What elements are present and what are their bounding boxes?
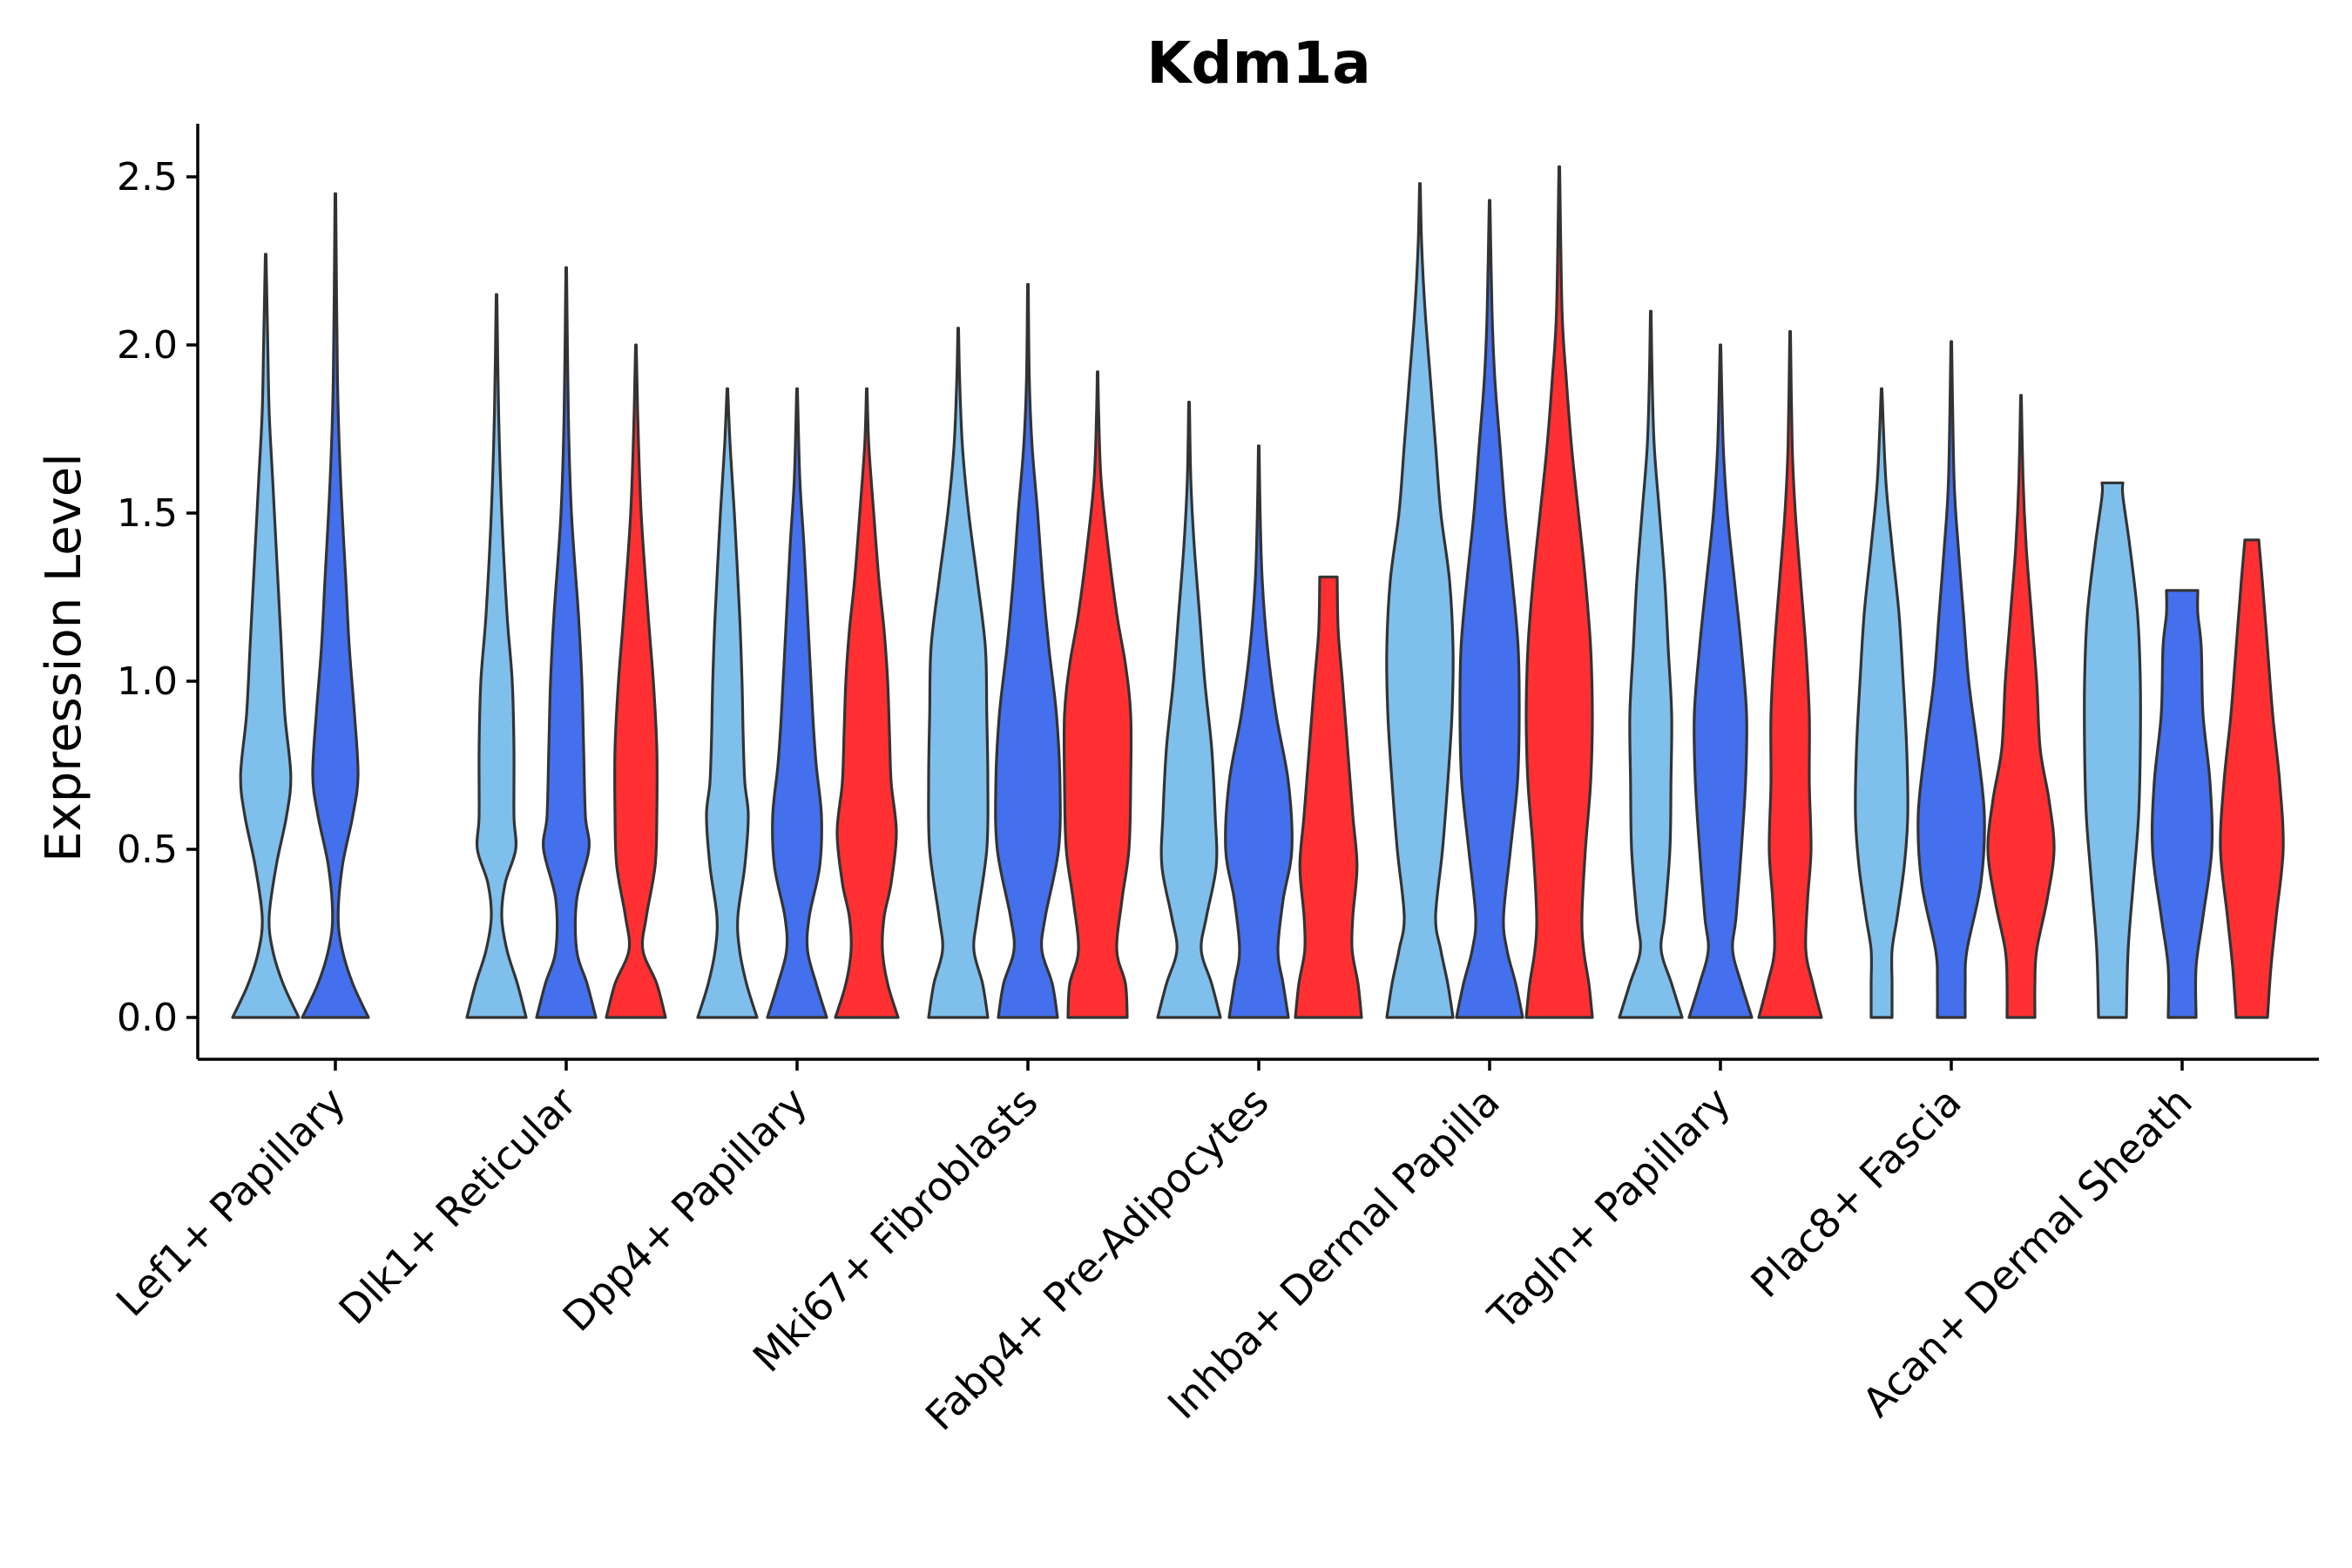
violin-b <box>2150 589 2214 1019</box>
violin-c <box>1294 575 1363 1019</box>
violin-a <box>1156 401 1222 1019</box>
violin-b <box>1916 340 1986 1019</box>
violin-b <box>1687 343 1754 1019</box>
violin-c <box>2219 538 2285 1019</box>
y-tick-label: 1.0 <box>117 659 178 704</box>
violin-c <box>1986 394 2056 1019</box>
y-tick-label: 2.5 <box>117 155 178 199</box>
violin-a <box>465 293 528 1019</box>
violin-b <box>1455 199 1524 1019</box>
y-tick-label: 0.5 <box>117 828 178 872</box>
violin-a <box>231 253 301 1019</box>
violin-c <box>1062 370 1133 1019</box>
violin-a <box>927 327 990 1019</box>
x-tick-label: Dlk1+ Reticular <box>330 1078 585 1334</box>
violin-a <box>1385 182 1455 1019</box>
violin-a <box>1854 387 1909 1019</box>
y-tick-label: 0.0 <box>117 996 178 1040</box>
y-axis-label: Expression Level <box>36 453 92 862</box>
y-tick-label: 1.5 <box>117 491 178 536</box>
x-tick-label: Tagln+ Papillary <box>1478 1078 1740 1340</box>
x-tick-label: Dpp4+ Papillary <box>554 1078 816 1341</box>
violin-a <box>1618 309 1684 1019</box>
violin-c <box>605 343 667 1019</box>
violin-b <box>1224 444 1294 1019</box>
violin-a <box>2083 481 2142 1019</box>
y-tick-label: 2.0 <box>117 323 178 368</box>
x-tick-label: Lef1+ Papillary <box>107 1078 355 1326</box>
violin-a <box>696 387 759 1019</box>
y-ticks: 0.0 0.5 1.0 1.5 2.0 2.5 <box>117 155 198 1040</box>
violin-b <box>766 387 828 1019</box>
violin-c <box>1757 330 1823 1019</box>
violin-c <box>834 387 900 1019</box>
violins <box>231 165 2285 1019</box>
violin-b <box>301 192 370 1019</box>
violin-c <box>1524 165 1594 1019</box>
violin-b <box>535 266 598 1019</box>
chart-title: Kdm1a <box>1146 30 1371 97</box>
x-tick-label: Plac8+ Fascia <box>1741 1078 1970 1307</box>
violin-b <box>994 282 1062 1019</box>
